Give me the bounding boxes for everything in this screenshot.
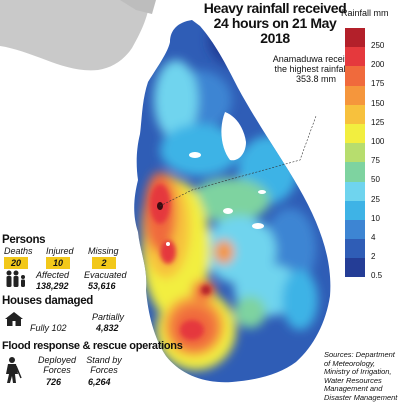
legend-label: 4 bbox=[371, 232, 376, 242]
legend-label: 100 bbox=[371, 136, 385, 146]
legend-label: 10 bbox=[371, 213, 380, 223]
anamaduwa-annotation: Anamaduwa received the highest rainfall … bbox=[272, 54, 360, 84]
legend-label: 50 bbox=[371, 175, 380, 185]
legend-swatch bbox=[345, 181, 365, 201]
legend-swatch bbox=[345, 123, 365, 144]
affected-count: 138,292 bbox=[36, 281, 69, 291]
fully-damaged: Fully 102 bbox=[30, 323, 67, 333]
legend-label: 125 bbox=[371, 117, 385, 127]
legend-swatch bbox=[345, 66, 365, 86]
legend-swatch bbox=[345, 104, 365, 124]
legend-label: 175 bbox=[371, 79, 385, 89]
family-icon bbox=[6, 270, 25, 287]
legend-swatch bbox=[345, 219, 365, 240]
injured-count: 10 bbox=[46, 257, 70, 269]
missing-label: Missing bbox=[88, 246, 119, 256]
partially-label: Partially bbox=[92, 312, 125, 322]
legend-swatch bbox=[345, 239, 365, 259]
legend-swatch bbox=[345, 258, 365, 278]
soldier-icon bbox=[6, 357, 22, 383]
injured-label: Injured bbox=[46, 246, 74, 256]
legend-label: 200 bbox=[371, 60, 385, 70]
legend-swatch bbox=[345, 28, 365, 48]
deployed-count: 726 bbox=[46, 377, 62, 387]
standby-count: 6,264 bbox=[88, 377, 111, 387]
legend-title: Rainfall mm bbox=[341, 8, 389, 18]
persons-heading: Persons bbox=[2, 234, 46, 246]
flood-response-heading: Flood response & rescue operations bbox=[2, 340, 183, 352]
evacuated-label: Evacuated bbox=[84, 270, 127, 280]
legend-swatch bbox=[345, 200, 365, 220]
missing-count: 2 bbox=[92, 257, 116, 269]
legend-label: 2 bbox=[371, 252, 376, 262]
deployed-label: Deployed Forces bbox=[37, 355, 77, 375]
map-title: Heavy rainfall received 24 hours on 21 M… bbox=[200, 1, 350, 46]
affected-label: Affected bbox=[36, 270, 70, 280]
standby-label: Stand by Forces bbox=[86, 355, 122, 375]
evacuated-count: 53,616 bbox=[88, 281, 116, 291]
partially-count: 4,832 bbox=[96, 323, 119, 333]
legend-swatch bbox=[345, 162, 365, 182]
legend-label: 25 bbox=[371, 194, 380, 204]
deaths-label: Deaths bbox=[4, 246, 33, 256]
legend-label: 250 bbox=[371, 41, 385, 50]
neighbor-land bbox=[0, 0, 150, 71]
house-icon bbox=[5, 312, 23, 326]
legend-label: 150 bbox=[371, 98, 385, 108]
annotation-leader bbox=[159, 115, 317, 207]
deaths-count: 20 bbox=[4, 257, 28, 269]
houses-heading: Houses damaged bbox=[2, 295, 94, 307]
legend-swatch bbox=[345, 47, 365, 67]
legend-label: 0.5 bbox=[371, 271, 383, 281]
legend-label: 75 bbox=[371, 156, 380, 166]
title-line-2: 24 hours on 21 May 2018 bbox=[213, 15, 337, 46]
legend-swatch bbox=[345, 85, 365, 105]
sources: Sources: Department of Meteorology, Mini… bbox=[324, 350, 398, 402]
title-line-1: Heavy rainfall received bbox=[203, 0, 347, 16]
legend-swatch bbox=[345, 143, 365, 163]
